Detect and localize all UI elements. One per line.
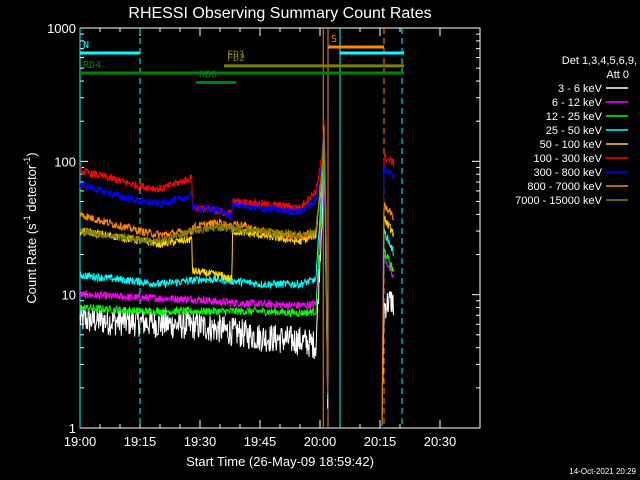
x-tick-label: 19:45 xyxy=(244,434,277,449)
x-tick-label: 20:00 xyxy=(304,434,337,449)
data-series xyxy=(79,119,394,429)
legend-label: 7000 - 15000 keV xyxy=(515,195,603,207)
series-trace xyxy=(79,133,329,399)
y-tick-label: 10 xyxy=(62,288,76,303)
series-trace xyxy=(79,125,329,392)
x-axis-label: Start Time (26-May-09 18:59:42) xyxy=(186,454,374,469)
series-trace xyxy=(79,124,329,394)
legend-label: 3 - 6 keV xyxy=(558,83,603,95)
flag-label: FD2 xyxy=(227,53,245,64)
y-tick-label: 100 xyxy=(54,154,76,169)
series-trace xyxy=(79,134,329,400)
series-trace xyxy=(79,119,329,395)
legend-label: 50 - 100 keV xyxy=(540,139,603,151)
legend-label: 6 - 12 keV xyxy=(552,97,603,109)
series-trace-2 xyxy=(381,153,394,429)
series-trace-2 xyxy=(381,165,394,429)
y-axis-label: Count Rate (s-1 detector-1) xyxy=(22,152,39,303)
x-tick-label: 20:30 xyxy=(424,434,457,449)
flag-label: N xyxy=(83,40,89,51)
axes: 19:00 19:15 19:30 19:45 20:00 20:15 20:30 1 10 10… xyxy=(47,21,480,449)
legend-header-line1: Det 1,3,4,5,6,9, xyxy=(562,55,637,67)
series-trace-2 xyxy=(381,202,394,426)
x-tick-label: 19:30 xyxy=(184,434,217,449)
flag-label: RD0 xyxy=(199,70,217,81)
flag-label: S xyxy=(331,34,337,45)
legend-label: 12 - 25 keV xyxy=(546,111,603,123)
x-tick-label: 19:15 xyxy=(124,434,157,449)
series-trace xyxy=(79,143,329,399)
legend: Det 1,3,4,5,6,9, Att 0 3 - 6 keV 6 - 12 k… xyxy=(515,55,637,207)
legend-label: 100 - 300 keV xyxy=(534,153,603,165)
legend-label: 800 - 7000 keV xyxy=(527,181,602,193)
flag-label: FD1 xyxy=(227,50,245,61)
x-tick-label: 20:15 xyxy=(364,434,397,449)
chart-title: RHESSI Observing Summary Count Rates xyxy=(128,5,431,22)
x-tick-label: 19:00 xyxy=(64,434,97,449)
flag-label: RD4 xyxy=(83,60,101,71)
legend-label: 300 - 800 keV xyxy=(534,167,603,179)
legend-header-line2: Att 0 xyxy=(606,69,629,81)
series-trace-2 xyxy=(381,290,394,420)
series-trace xyxy=(79,131,329,395)
series-trace xyxy=(79,128,329,397)
legend-label: 25 - 50 keV xyxy=(546,125,603,137)
y-tick-label: 1 xyxy=(69,421,76,436)
timestamp: 14-Oct-2021 20:29 xyxy=(569,467,636,476)
y-tick-label: 1000 xyxy=(47,21,76,36)
series-trace xyxy=(79,141,329,409)
